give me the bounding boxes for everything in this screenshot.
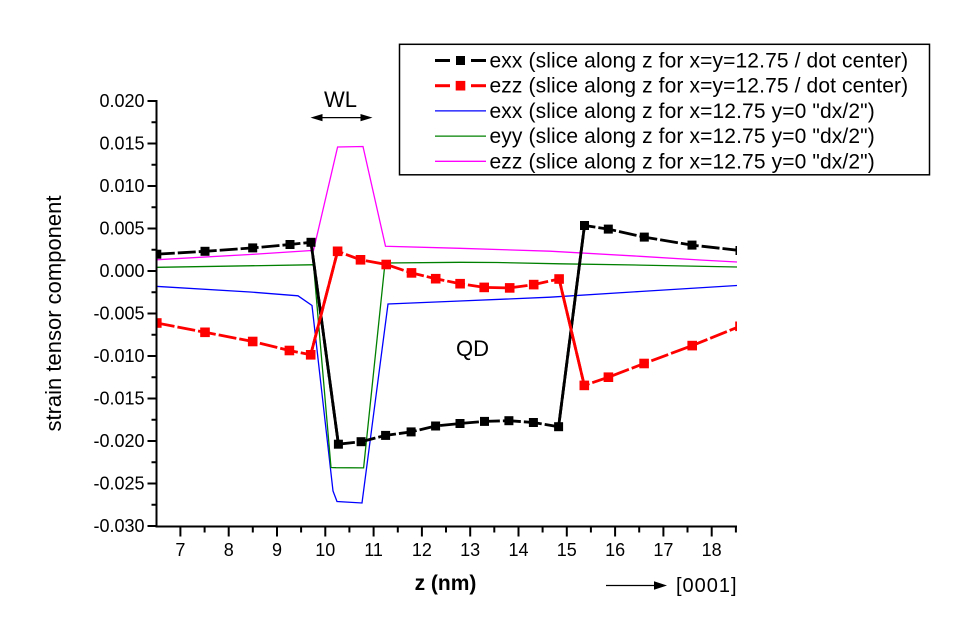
svg-text:0.020: 0.020 (99, 91, 144, 111)
svg-text:QD: QD (456, 336, 489, 361)
svg-text:16: 16 (605, 540, 625, 560)
svg-text:-0.015: -0.015 (93, 389, 144, 409)
svg-text:ezz (slice along z for x=y=12.: ezz (slice along z for x=y=12.75 / dot c… (490, 75, 909, 98)
svg-text:0.010: 0.010 (99, 176, 144, 196)
svg-text:13: 13 (460, 540, 480, 560)
svg-text:exx (slice along z for x=12.75: exx (slice along z for x=12.75 y=0 "dx/2… (490, 100, 875, 123)
svg-text:ezz (slice along z for x=12.75: ezz (slice along z for x=12.75 y=0 "dx/2… (490, 150, 875, 173)
svg-text:12: 12 (412, 540, 432, 560)
svg-text:9: 9 (272, 540, 282, 560)
svg-text:-0.020: -0.020 (93, 431, 144, 451)
svg-text:0.000: 0.000 (99, 261, 144, 281)
svg-text:0.015: 0.015 (99, 134, 144, 154)
svg-text:WL: WL (324, 87, 357, 112)
svg-text:eyy (slice along z for x=12.75: eyy (slice along z for x=12.75 y=0 "dx/2… (490, 125, 875, 148)
svg-text:18: 18 (702, 540, 722, 560)
svg-text:17: 17 (653, 540, 673, 560)
svg-text:-0.005: -0.005 (93, 304, 144, 324)
svg-text:-0.030: -0.030 (93, 516, 144, 536)
svg-text:11: 11 (364, 540, 383, 560)
svg-text:14: 14 (508, 540, 528, 560)
svg-text:strain tensor component: strain tensor component (41, 195, 66, 431)
svg-text:-0.010: -0.010 (93, 346, 144, 366)
svg-text:[0001]: [0001] (676, 575, 738, 597)
svg-text:-0.025: -0.025 (93, 474, 144, 494)
svg-text:10: 10 (315, 540, 335, 560)
svg-text:7: 7 (175, 540, 185, 560)
svg-text:exx (slice along z for x=y=12.: exx (slice along z for x=y=12.75 / dot c… (490, 50, 909, 73)
svg-text:15: 15 (557, 540, 577, 560)
svg-text:8: 8 (224, 540, 234, 560)
svg-text:0.005: 0.005 (99, 219, 144, 239)
svg-text:z (nm): z (nm) (415, 572, 477, 595)
